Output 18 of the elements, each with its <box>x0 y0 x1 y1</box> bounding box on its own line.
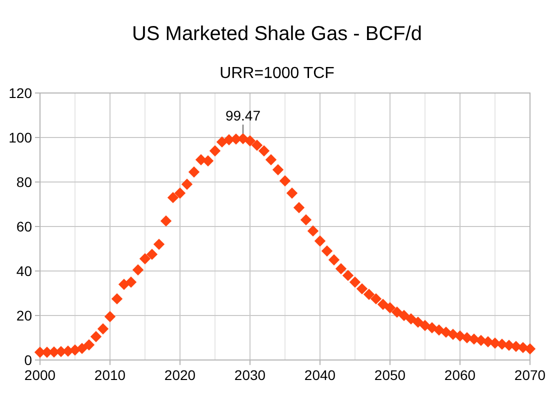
x-tick-label: 2070 <box>514 367 546 383</box>
x-tick-label: 2040 <box>304 367 336 383</box>
x-tick-label: 2000 <box>24 367 56 383</box>
x-tick-label: 2030 <box>234 367 266 383</box>
y-tick-label: 0 <box>24 352 32 368</box>
x-tick-label: 2050 <box>374 367 406 383</box>
y-tick-label: 20 <box>16 308 32 324</box>
x-tick-label: 2020 <box>164 367 196 383</box>
y-tick-label: 40 <box>16 263 32 279</box>
y-tick-label: 100 <box>8 130 32 146</box>
chart-title: US Marketed Shale Gas - BCF/d <box>132 23 422 45</box>
chart-subtitle: URR=1000 TCF <box>220 65 335 82</box>
annotation: 99.47 <box>225 108 261 124</box>
y-tick-label: 60 <box>16 218 32 234</box>
x-tick-label: 2060 <box>444 367 476 383</box>
x-tick-label: 2010 <box>94 367 126 383</box>
y-tick-label: 120 <box>8 85 32 101</box>
y-tick-label: 80 <box>16 174 32 190</box>
